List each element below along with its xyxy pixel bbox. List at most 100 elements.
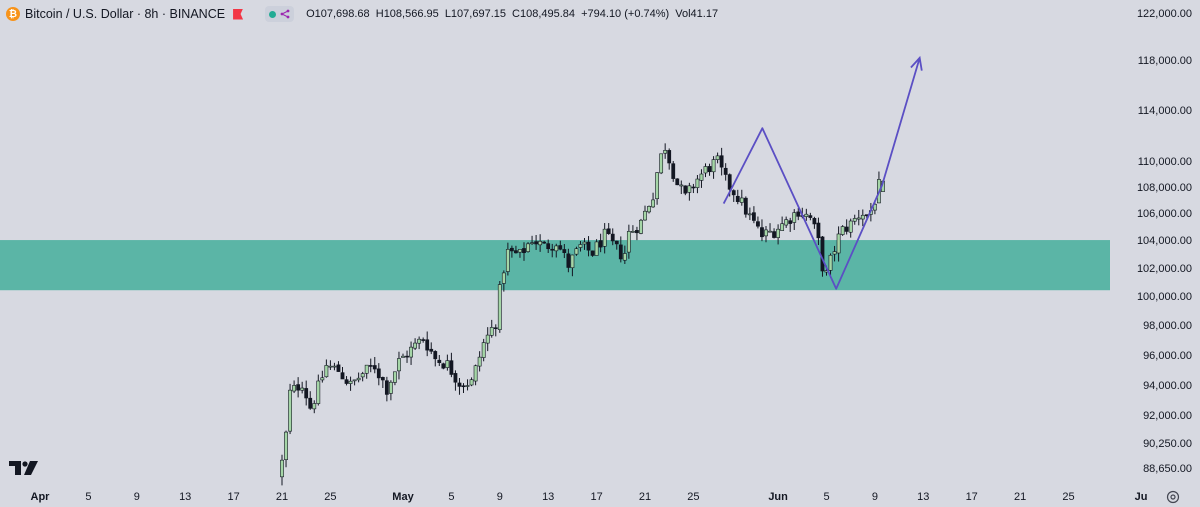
- candle-down: [546, 243, 551, 250]
- candle-up: [505, 249, 510, 272]
- candle-up: [647, 206, 651, 213]
- time-tick-label: 17: [590, 491, 603, 503]
- candle-down: [534, 241, 539, 245]
- price-tick-label: 102,000.00: [1136, 263, 1192, 276]
- candle-down: [606, 228, 611, 234]
- candle-down: [735, 195, 740, 202]
- flag-icon[interactable]: [233, 8, 244, 20]
- candle-up: [578, 244, 583, 248]
- price-chart[interactable]: [0, 0, 1110, 486]
- candle-up: [469, 379, 474, 386]
- candle-down: [671, 163, 676, 179]
- candle-down: [542, 241, 547, 244]
- ohlc-close: C108,495.84: [512, 8, 576, 20]
- candle-up: [284, 431, 288, 460]
- candle-down: [635, 230, 639, 234]
- time-tick-label: Apr: [30, 491, 50, 503]
- ohlc-change: +794.10 (+0.74%): [581, 8, 670, 20]
- candle-down: [344, 379, 349, 384]
- candle-down: [812, 218, 817, 225]
- candle-up: [292, 385, 297, 392]
- ohlc-values: O107,698.68 H108,566.95 L107,697.15 C108…: [306, 8, 721, 20]
- candle-up: [324, 365, 329, 378]
- time-tick-label: 25: [687, 491, 700, 503]
- candle-down: [421, 339, 426, 341]
- price-tick-label: 108,000.00: [1136, 181, 1192, 194]
- symbol-title[interactable]: Bitcoin / U.S. Dollar · 8h · BINANCE: [25, 7, 226, 21]
- candle-up: [764, 229, 768, 237]
- candle-up: [489, 327, 494, 336]
- candle-up: [594, 241, 599, 256]
- price-tick-label: 94,000.00: [1143, 379, 1192, 392]
- price-tick-label: 106,000.00: [1136, 208, 1192, 221]
- candle-up: [659, 153, 664, 174]
- time-tick-label: 21: [638, 491, 652, 503]
- candle-down: [618, 244, 623, 260]
- candle-down: [743, 197, 748, 215]
- time-tick-label: 17: [965, 491, 978, 503]
- candle-up: [328, 365, 333, 368]
- candle-down: [368, 365, 373, 367]
- time-tick-label: 17: [227, 491, 240, 503]
- chart-area[interactable]: [0, 0, 1110, 486]
- candle-up: [711, 159, 716, 173]
- candle-up: [582, 241, 587, 245]
- time-tick-label: 9: [133, 491, 140, 503]
- candle-down: [614, 240, 619, 245]
- time-tick-label: 5: [448, 491, 455, 503]
- candle-up: [848, 220, 853, 233]
- candle-up: [602, 228, 607, 247]
- candle-down: [760, 227, 764, 238]
- candle-down: [384, 380, 389, 395]
- candle-down: [433, 351, 438, 360]
- candle-up: [643, 210, 647, 221]
- bitcoin-icon: ₿: [6, 7, 20, 21]
- candle-up: [695, 178, 700, 188]
- candle-up: [397, 358, 401, 372]
- candle-up: [630, 231, 635, 233]
- time-axis[interactable]: Apr 5 9 13 17 21 25 May 5 9 13 17 21 25 Jun 5 9 13 17 21 25 J…: [0, 486, 1200, 507]
- time-tick-label: Jun: [768, 491, 788, 503]
- candle-down: [598, 240, 603, 248]
- price-tick-label: 98,000.00: [1143, 320, 1192, 333]
- time-tick-label: 25: [1062, 491, 1075, 503]
- candle-down: [522, 248, 526, 254]
- candle-down: [304, 388, 309, 399]
- candle-up: [388, 381, 393, 394]
- candle-up: [473, 365, 478, 382]
- candle-up: [739, 197, 744, 203]
- price-axis[interactable]: 122,000.00 118,000.00 114,000.00 110,000.00…: [1110, 0, 1200, 486]
- candle-up: [316, 380, 321, 404]
- candle-up: [465, 385, 470, 387]
- candle-up: [501, 272, 506, 284]
- candle-down: [441, 363, 446, 369]
- price-tick-label: 118,000.00: [1137, 55, 1192, 68]
- candle-up: [639, 219, 643, 234]
- candle-down: [453, 373, 458, 383]
- tradingview-logo[interactable]: [9, 461, 39, 475]
- candle-up: [703, 166, 708, 174]
- candle-down: [562, 249, 567, 253]
- candle-up: [655, 172, 660, 200]
- candle-up: [663, 150, 668, 154]
- candle-up: [413, 342, 418, 349]
- candle-down: [796, 211, 801, 217]
- candle-down: [449, 360, 454, 375]
- candle-up: [792, 212, 797, 223]
- candle-up: [840, 226, 845, 235]
- candle-up: [288, 389, 292, 432]
- candle-down: [808, 215, 813, 218]
- status-indicator[interactable]: [265, 6, 295, 22]
- ohlc-volume: Vol41.17: [675, 8, 719, 20]
- candle-down: [340, 372, 345, 380]
- time-tick-label: May: [392, 491, 414, 503]
- candle-up: [860, 214, 865, 220]
- candle-up: [622, 253, 627, 261]
- candle-up: [832, 251, 837, 255]
- candle-down: [691, 186, 696, 189]
- candle-down: [719, 155, 724, 168]
- time-tick-label: Ju: [1134, 491, 1148, 503]
- candle-down: [493, 327, 498, 330]
- time-tick-label: 9: [496, 491, 503, 503]
- settings-icon[interactable]: [1166, 490, 1180, 504]
